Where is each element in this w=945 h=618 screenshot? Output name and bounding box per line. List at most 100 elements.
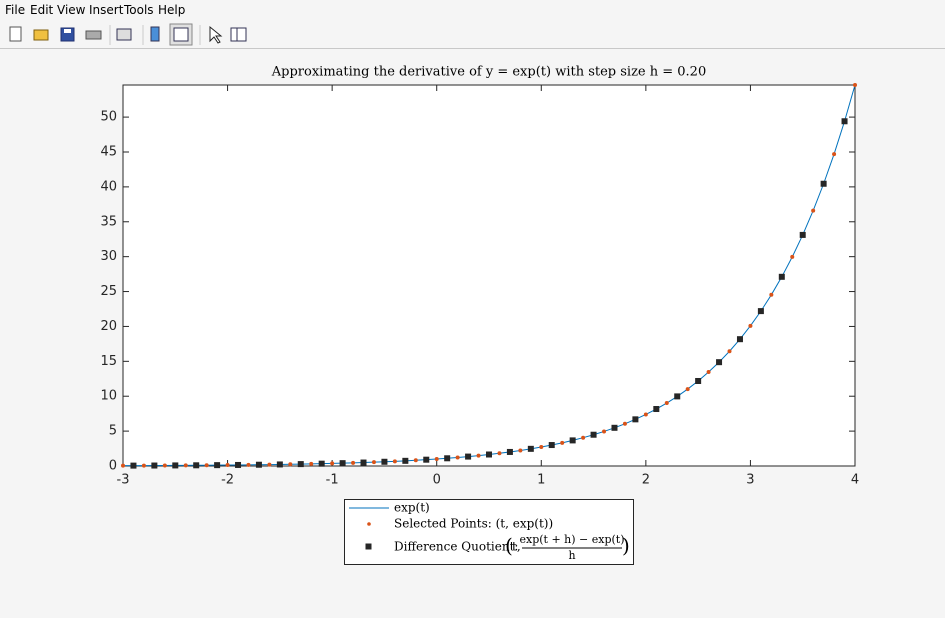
data-point xyxy=(706,370,711,375)
edit-plot-button[interactable] xyxy=(209,25,223,44)
property-editor-button[interactable] xyxy=(230,27,247,42)
data-point xyxy=(193,462,200,469)
menu-item[interactable]: Help xyxy=(158,3,186,17)
data-point xyxy=(757,308,764,315)
data-point xyxy=(172,462,179,469)
data-point xyxy=(497,451,502,456)
data-point xyxy=(423,456,430,463)
data-point xyxy=(309,461,314,466)
legend: exp(t) Selected Points: (t, exp(t)) Diff… xyxy=(344,499,634,565)
data-point xyxy=(506,448,513,455)
menu-item[interactable]: Edit xyxy=(30,3,54,17)
menu-bar: File Edit View Insert Tools Help xyxy=(0,0,945,20)
legend-square-swatch xyxy=(365,543,372,550)
print-preview-button[interactable] xyxy=(116,28,132,41)
legend-label: Difference Quotient: xyxy=(394,540,518,554)
legend-button[interactable] xyxy=(169,23,193,46)
data-point xyxy=(288,462,293,467)
data-point xyxy=(590,431,597,438)
x-tick-label: 3 xyxy=(746,473,754,488)
data-point xyxy=(841,118,848,125)
data-point xyxy=(214,462,221,469)
data-point xyxy=(736,336,743,343)
data-point xyxy=(162,463,167,468)
x-tick-label: -2 xyxy=(221,473,234,488)
data-point xyxy=(434,457,439,462)
menu-item[interactable]: View xyxy=(57,3,86,17)
legend-label: exp(t) xyxy=(394,501,430,515)
legend-label: Selected Points: (t, exp(t)) xyxy=(394,517,553,531)
toolbar xyxy=(0,23,945,49)
data-point xyxy=(121,463,125,468)
chart-title: Approximating the derivative of y = exp(… xyxy=(271,65,706,80)
menu-item[interactable]: Tools xyxy=(124,3,154,17)
legend-dot-swatch xyxy=(367,522,371,526)
save-button[interactable] xyxy=(60,27,75,42)
data-point xyxy=(548,442,555,449)
data-point xyxy=(716,359,723,366)
x-tick-label: 1 xyxy=(537,473,545,488)
data-point xyxy=(695,377,702,384)
data-point xyxy=(653,406,660,413)
data-point xyxy=(444,455,451,462)
data-point xyxy=(811,208,816,213)
data-point xyxy=(255,461,262,468)
data-point xyxy=(276,461,283,468)
data-point xyxy=(267,462,272,467)
data-point xyxy=(632,416,639,423)
menu-item[interactable]: Insert xyxy=(89,3,124,17)
data-point xyxy=(151,462,158,469)
data-point xyxy=(371,460,376,465)
data-point xyxy=(790,254,795,259)
data-point xyxy=(330,461,335,466)
data-point xyxy=(643,412,648,417)
legend-formula-numerator: exp(t + h) − exp(t) xyxy=(519,533,624,546)
y-tick-label: 25 xyxy=(100,284,117,299)
data-point xyxy=(685,387,690,392)
y-tick-label: 30 xyxy=(100,249,117,264)
data-point xyxy=(455,455,460,460)
y-tick-label: 5 xyxy=(109,424,117,439)
data-point xyxy=(476,453,481,458)
paren: ( xyxy=(505,534,513,558)
data-point xyxy=(318,460,325,467)
y-tick-label: 50 xyxy=(100,110,117,125)
colorbar-button[interactable] xyxy=(150,26,160,42)
data-point xyxy=(339,460,346,467)
paren: ) xyxy=(622,534,630,558)
x-tick-label: 2 xyxy=(642,473,650,488)
y-tick-label: 15 xyxy=(100,354,117,369)
data-point xyxy=(820,180,827,187)
data-point xyxy=(799,231,806,238)
axes-box xyxy=(122,84,856,467)
menu-item[interactable]: File xyxy=(5,3,26,17)
data-point xyxy=(392,459,397,464)
data-point xyxy=(360,459,367,466)
legend-box xyxy=(344,499,634,565)
y-tick-label: 35 xyxy=(100,214,117,229)
data-point xyxy=(351,460,356,465)
data-point xyxy=(569,437,576,444)
data-point xyxy=(832,152,837,157)
data-point xyxy=(183,463,188,468)
data-point xyxy=(518,448,523,453)
y-tick-label: 20 xyxy=(100,319,117,334)
new-button[interactable] xyxy=(9,26,22,42)
data-point xyxy=(413,458,418,463)
data-point xyxy=(539,445,544,450)
open-button[interactable] xyxy=(33,29,49,41)
data-point xyxy=(297,461,304,468)
x-tick-label: 0 xyxy=(433,473,441,488)
data-point xyxy=(130,462,137,469)
data-point xyxy=(235,461,242,468)
x-tick-label: 4 xyxy=(851,473,859,488)
legend-formula-denominator: h xyxy=(568,549,575,562)
data-point xyxy=(141,463,146,468)
x-tick-label: -1 xyxy=(326,473,339,488)
data-point xyxy=(664,401,669,406)
print-button[interactable] xyxy=(85,30,102,40)
data-point xyxy=(246,462,251,467)
data-point xyxy=(778,273,785,280)
y-tick-label: 40 xyxy=(100,179,117,194)
y-tick-label: 45 xyxy=(100,144,117,159)
